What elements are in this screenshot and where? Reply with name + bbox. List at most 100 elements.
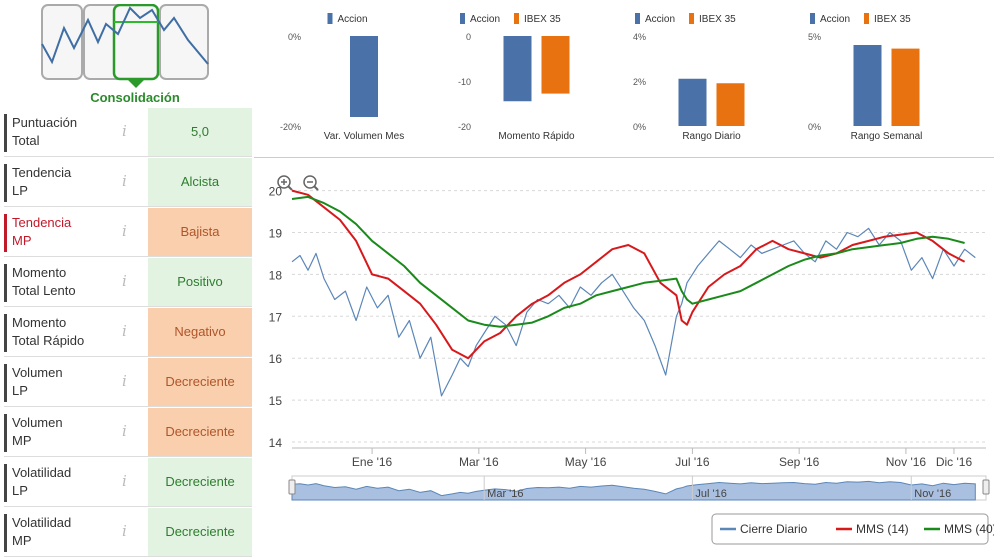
legend-label: IBEX 35 (874, 14, 911, 25)
y-tick-label: 0% (288, 32, 301, 42)
indicator-row: Momento Total Lento i Positivo (4, 258, 252, 307)
mini-chart-momento-rapido: Accion IBEX 35 0 -10 -20 Momento Rápido (458, 13, 575, 142)
indicator-name-line2: LP (12, 183, 28, 198)
phase-box-4[interactable] (159, 4, 209, 80)
y-tick-label: 15 (269, 394, 283, 408)
zoom-out-icon-handle (313, 185, 319, 191)
price-chart[interactable]: 14 15 16 17 18 19 20 Ene '16 Mar '16 May '16 Jul '… (256, 168, 994, 556)
info-icon[interactable]: i (122, 122, 127, 140)
indicator-marker (4, 314, 7, 352)
indicator-name-line1: Volatilidad (12, 515, 72, 530)
y-tick-label: -20% (280, 122, 301, 132)
indicator-row: Puntuación Total i 5,0 (4, 108, 252, 157)
legend-label[interactable]: Cierre Diario (740, 522, 808, 536)
y-tick-label: 0 (466, 32, 471, 42)
mini-chart-volume: Accion 0% -20% Var. Volumen Mes (280, 13, 404, 142)
bar-accion (853, 45, 882, 126)
legend-label: IBEX 35 (524, 14, 561, 25)
indicator-name-line1: Volatilidad (12, 465, 72, 480)
y-tick-label: -10 (458, 77, 471, 87)
indicator-name: Tendencia MP (12, 214, 71, 250)
legend-label[interactable]: MMS (14) (856, 522, 909, 536)
phase-pattern-line (41, 6, 209, 65)
indicator-name: Volatilidad MP (12, 514, 71, 550)
chart-title: Rango Diario (682, 131, 741, 142)
legend-label: Accion (470, 14, 500, 25)
indicator-name-line2: Total (12, 133, 40, 148)
legend-swatch (460, 13, 465, 24)
indicator-name-line2: MP (12, 433, 32, 448)
info-icon[interactable]: i (122, 472, 127, 490)
indicator-name: Puntuación Total (12, 114, 77, 150)
indicator-name: Volumen MP (12, 414, 63, 450)
indicator-value: Negativo (148, 308, 252, 356)
indicator-panel: Consolidación Puntuación Total i 5,0 Tendenc… (0, 0, 252, 557)
y-tick-label: 14 (269, 436, 283, 450)
info-icon[interactable]: i (122, 172, 127, 190)
indicator-row: Tendencia LP i Alcista (4, 158, 252, 207)
legend-swatch (864, 13, 869, 24)
phase-label: Consolidación (90, 90, 180, 105)
info-icon[interactable]: i (122, 322, 127, 340)
legend-label: Accion (820, 14, 850, 25)
y-tick-label: 18 (269, 268, 283, 282)
indicator-row: Volumen LP i Decreciente (4, 358, 252, 407)
indicator-row: Volumen MP i Decreciente (4, 408, 252, 457)
y-tick-label: 19 (269, 226, 283, 240)
phase-box-3[interactable] (112, 4, 160, 81)
bar-ibex-35 (716, 83, 745, 126)
info-icon[interactable]: i (122, 522, 127, 540)
indicator-marker (4, 264, 7, 302)
indicator-name: Momento Total Rápido (12, 314, 84, 350)
info-icon[interactable]: i (122, 422, 127, 440)
indicator-name-line2: LP (12, 383, 28, 398)
series-cierre-diario (291, 227, 976, 397)
info-icon[interactable]: i (122, 272, 127, 290)
indicator-value: Decreciente (148, 408, 252, 456)
navigator-handle-left[interactable] (288, 479, 296, 495)
legend-swatch (327, 13, 333, 24)
info-icon[interactable]: i (122, 372, 127, 390)
y-tick-label: 20 (269, 185, 283, 199)
legend-swatch (689, 13, 694, 24)
chart-title: Rango Semanal (851, 131, 923, 142)
indicator-row: Volatilidad MP i Decreciente (4, 508, 252, 557)
legend-swatch (635, 13, 640, 24)
series-mms-14 (291, 189, 966, 360)
divider (254, 157, 994, 158)
y-tick-label: 16 (269, 352, 283, 366)
navigator-handle-right[interactable] (982, 479, 990, 495)
indicator-value: Decreciente (148, 458, 252, 506)
x-tick-label: Jul '16 (675, 455, 710, 469)
indicator-marker (4, 214, 7, 252)
zoom-out-icon[interactable] (303, 175, 317, 189)
info-icon[interactable]: i (122, 222, 127, 240)
navigator-label: Jul '16 (695, 488, 726, 500)
bar-accion (350, 36, 378, 117)
indicator-name-line2: MP (12, 533, 32, 548)
indicator-marker (4, 364, 7, 402)
navigator-label: Nov '16 (914, 488, 951, 500)
legend-label[interactable]: MMS (40) (944, 522, 994, 536)
legend-swatch (810, 13, 815, 24)
x-tick-label: May '16 (565, 455, 607, 469)
indicator-name-line1: Tendencia (12, 215, 72, 230)
bar-accion (678, 78, 707, 126)
indicator-marker (4, 164, 7, 202)
indicator-marker (4, 514, 7, 552)
indicator-name-line1: Momento (12, 315, 67, 330)
indicator-name-line1: Tendencia (12, 165, 72, 180)
bar-ibex-35 (891, 48, 920, 126)
zoom-in-icon[interactable] (277, 175, 291, 189)
indicator-row: Tendencia MP i Bajista (4, 208, 252, 257)
mini-chart-rango-diario: Accion IBEX 35 4% 2% 0% Rango Diario (633, 13, 745, 142)
indicator-name-line2: MP (12, 233, 32, 248)
indicator-name-line2: Total Lento (12, 283, 76, 298)
legend-label: Accion (645, 14, 675, 25)
x-tick-label: Ene '16 (352, 455, 393, 469)
indicator-name-line1: Volumen (12, 415, 63, 430)
y-tick-label: 2% (633, 77, 646, 87)
indicator-name-line2: LP (12, 483, 28, 498)
indicator-row: Volatilidad LP i Decreciente (4, 458, 252, 507)
indicator-marker (4, 114, 7, 152)
